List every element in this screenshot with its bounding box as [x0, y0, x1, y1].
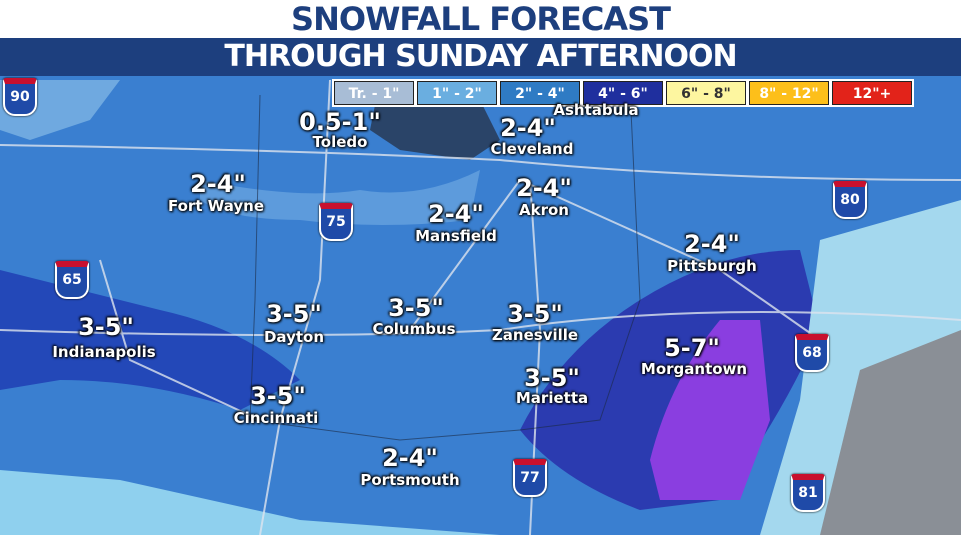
- legend-item: 4" - 6": [583, 81, 663, 105]
- interstate-shield-icon: 68: [795, 334, 829, 372]
- snow-amount-label: 2-4": [428, 200, 484, 228]
- snow-amount-label: 0.5-1": [299, 108, 381, 136]
- city-label: Portsmouth: [360, 471, 460, 489]
- snow-amount-label: 3-5": [507, 300, 563, 328]
- snow-amount-label: 2-4": [500, 114, 556, 142]
- city-label: Akron: [519, 201, 569, 219]
- map-title: SNOWFALL FORECAST: [0, 0, 961, 38]
- interstate-shield-icon: 90: [3, 78, 37, 116]
- city-label: Mansfield: [415, 227, 497, 245]
- legend-item: 1" - 2": [417, 81, 497, 105]
- legend-item: 2" - 4": [500, 81, 580, 105]
- city-label: Pittsburgh: [667, 257, 757, 275]
- interstate-shield-icon: 75: [319, 203, 353, 241]
- interstate-shield-icon: 80: [833, 181, 867, 219]
- city-label: Toledo: [312, 133, 368, 151]
- legend-item: 6" - 8": [666, 81, 746, 105]
- interstate-shield-icon: 81: [791, 474, 825, 512]
- city-label: Ashtabula: [553, 101, 639, 119]
- legend-item: Tr. - 1": [334, 81, 414, 105]
- city-label: Marietta: [515, 389, 589, 407]
- snow-amount-label: 3-5": [78, 313, 134, 341]
- snow-amount-label: 5-7": [664, 334, 720, 362]
- snow-amount-label: 3-5": [524, 364, 580, 392]
- legend-item: 12"+: [832, 81, 912, 105]
- snow-amount-label: 2-4": [382, 444, 438, 472]
- city-label: Dayton: [263, 328, 325, 346]
- legend: Tr. - 1" 1" - 2" 2" - 4" 4" - 6" 6" - 8" 8" -…: [332, 79, 914, 107]
- city-label: Fort Wayne: [167, 197, 265, 215]
- snow-amount-label: 3-5": [388, 294, 444, 322]
- city-label: Cleveland: [490, 140, 574, 158]
- snow-amount-label: 2-4": [684, 230, 740, 258]
- snow-amount-label: 3-5": [266, 300, 322, 328]
- interstate-shield-icon: 77: [513, 459, 547, 497]
- legend-item: 8" - 12": [749, 81, 829, 105]
- snow-amount-label: 3-5": [250, 382, 306, 410]
- city-label: Cincinnati: [233, 409, 319, 427]
- snow-amount-label: 2-4": [190, 170, 246, 198]
- city-label: Indianapolis: [52, 343, 156, 361]
- snow-amount-label: 2-4": [516, 174, 572, 202]
- city-label: Zanesville: [491, 326, 579, 344]
- city-label: Columbus: [372, 320, 456, 338]
- city-label: Morgantown: [640, 360, 748, 378]
- interstate-shield-icon: 65: [55, 261, 89, 299]
- map-subtitle: THROUGH SUNDAY AFTERNOON: [0, 38, 961, 76]
